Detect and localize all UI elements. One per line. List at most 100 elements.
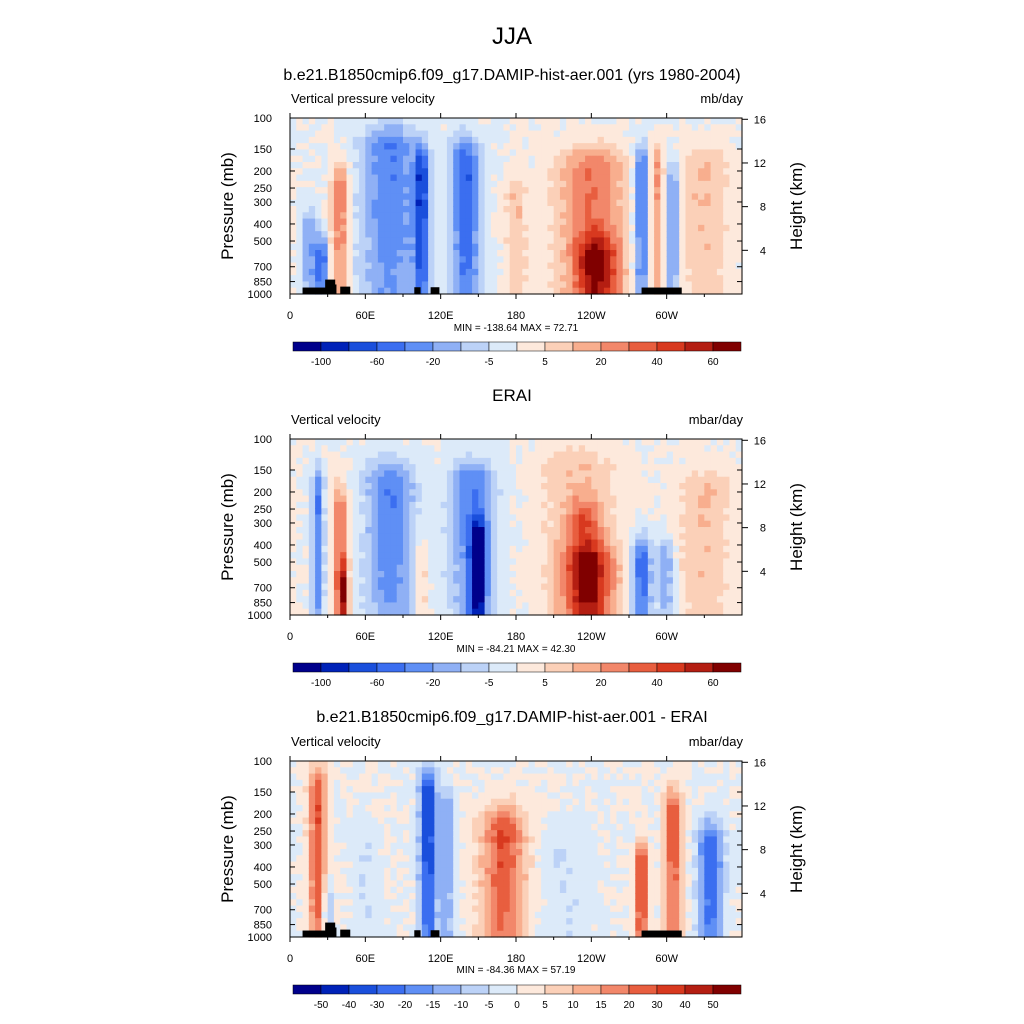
y-tick-label: 500 [254, 236, 272, 248]
colorbar-swatch [292, 662, 322, 673]
colorbar-swatch [656, 662, 686, 673]
y-axis-label: Pressure (mb) [218, 152, 237, 260]
colorbar-label: -100 [311, 678, 331, 689]
y-tick-label: 500 [254, 879, 272, 891]
colorbar-label: -5 [485, 678, 494, 689]
colorbar-swatch [488, 984, 518, 995]
y-tick-label: 1000 [248, 932, 272, 944]
x-tick-label: 180 [507, 953, 525, 965]
y-tick-label: 250 [254, 826, 272, 838]
variable-label: Vertical velocity [291, 734, 381, 749]
x-tick-label: 120E [428, 310, 454, 322]
y-tick-label: 150 [254, 144, 272, 156]
y-tick-label: 1000 [248, 610, 272, 622]
y2-tick-label: 12 [754, 479, 766, 491]
y-tick-label: 150 [254, 787, 272, 799]
colorbar-swatch [376, 984, 406, 995]
colorbar-swatch [516, 662, 546, 673]
y2-tick-label: 4 [760, 245, 766, 257]
min-max-stats: MIN = -84.21 MAX = 42.30 [457, 644, 576, 655]
colorbar-label: 40 [651, 357, 663, 368]
colorbar-swatch [656, 984, 686, 995]
y-tick-label: 250 [254, 504, 272, 516]
colorbar-label: 5 [542, 357, 548, 368]
topography-mask [641, 930, 682, 937]
colorbar-swatch [656, 341, 686, 352]
colorbar-swatch [712, 341, 742, 352]
contour-field [290, 118, 743, 295]
x-tick-label: 60W [655, 631, 678, 643]
colorbar-label: 0 [514, 1000, 520, 1011]
y-tick-label: 300 [254, 197, 272, 209]
x-tick-label: 60W [655, 953, 678, 965]
colorbar-swatch [292, 984, 322, 995]
figure-title: JJA [492, 23, 532, 50]
variable-label: Vertical velocity [291, 412, 381, 427]
colorbar-swatch [432, 341, 462, 352]
colorbar-swatch [684, 662, 714, 673]
units-label: mb/day [700, 91, 743, 106]
colorbar-swatch [460, 984, 490, 995]
colorbar-label: -5 [485, 1000, 494, 1011]
colorbar-label: 60 [707, 357, 719, 368]
y-tick-label: 1000 [248, 289, 272, 301]
y2-tick-label: 8 [760, 523, 766, 535]
colorbar-swatch [572, 341, 602, 352]
x-tick-label: 180 [507, 310, 525, 322]
x-tick-label: 120W [577, 953, 606, 965]
y2-tick-label: 8 [760, 845, 766, 857]
variable-label: Vertical pressure velocity [291, 91, 435, 106]
topography-mask [340, 286, 351, 294]
colorbar-label: 40 [651, 678, 663, 689]
y-tick-label: 400 [254, 862, 272, 874]
colorbar-label: -20 [426, 357, 441, 368]
colorbar-swatch [712, 984, 742, 995]
y-tick-label: 700 [254, 262, 272, 274]
colorbar-label: -100 [311, 357, 331, 368]
colorbar-label: 15 [595, 1000, 607, 1011]
colorbar-label: 50 [707, 1000, 719, 1011]
y2-tick-label: 16 [754, 757, 766, 769]
chart-panel-2 [289, 434, 748, 673]
colorbar-swatch [376, 341, 406, 352]
colorbar-swatch [460, 341, 490, 352]
y-tick-label: 500 [254, 557, 272, 569]
panel-title: b.e21.B1850cmip6.f09_g17.DAMIP-hist-aer.… [316, 709, 707, 726]
y-tick-label: 100 [254, 756, 272, 768]
colorbar-label: -40 [342, 1000, 357, 1011]
topography-mask [414, 287, 421, 294]
x-tick-label: 120W [577, 631, 606, 643]
panel-title: ERAI [492, 386, 532, 405]
y-axis-label: Pressure (mb) [218, 795, 237, 903]
y2-axis-label: Height (km) [787, 483, 806, 571]
y-tick-label: 700 [254, 583, 272, 595]
panel-title: b.e21.B1850cmip6.f09_g17.DAMIP-hist-aer.… [283, 67, 740, 84]
colorbar-swatch [320, 984, 350, 995]
colorbar-swatch [712, 662, 742, 673]
x-tick-label: 0 [287, 953, 293, 965]
colorbar-label: -50 [314, 1000, 329, 1011]
colorbar-swatch [432, 662, 462, 673]
y2-tick-label: 8 [760, 202, 766, 214]
colorbar-swatch [516, 984, 546, 995]
colorbar-swatch [376, 662, 406, 673]
y-tick-label: 400 [254, 219, 272, 231]
y-tick-label: 150 [254, 465, 272, 477]
topography-mask [302, 287, 334, 294]
topography-mask [325, 279, 336, 294]
x-tick-label: 0 [287, 631, 293, 643]
colorbar-swatch [348, 662, 378, 673]
colorbar-label: 30 [651, 1000, 663, 1011]
x-tick-label: 180 [507, 631, 525, 643]
colorbar-swatch [572, 984, 602, 995]
colorbar-swatch [348, 984, 378, 995]
colorbar-swatch [404, 662, 434, 673]
colorbar-swatch [544, 341, 574, 352]
colorbar [292, 341, 742, 352]
topography-mask [325, 922, 336, 937]
colorbar-swatch [516, 341, 546, 352]
y-tick-label: 300 [254, 840, 272, 852]
colorbar-swatch [544, 984, 574, 995]
y-tick-label: 250 [254, 183, 272, 195]
